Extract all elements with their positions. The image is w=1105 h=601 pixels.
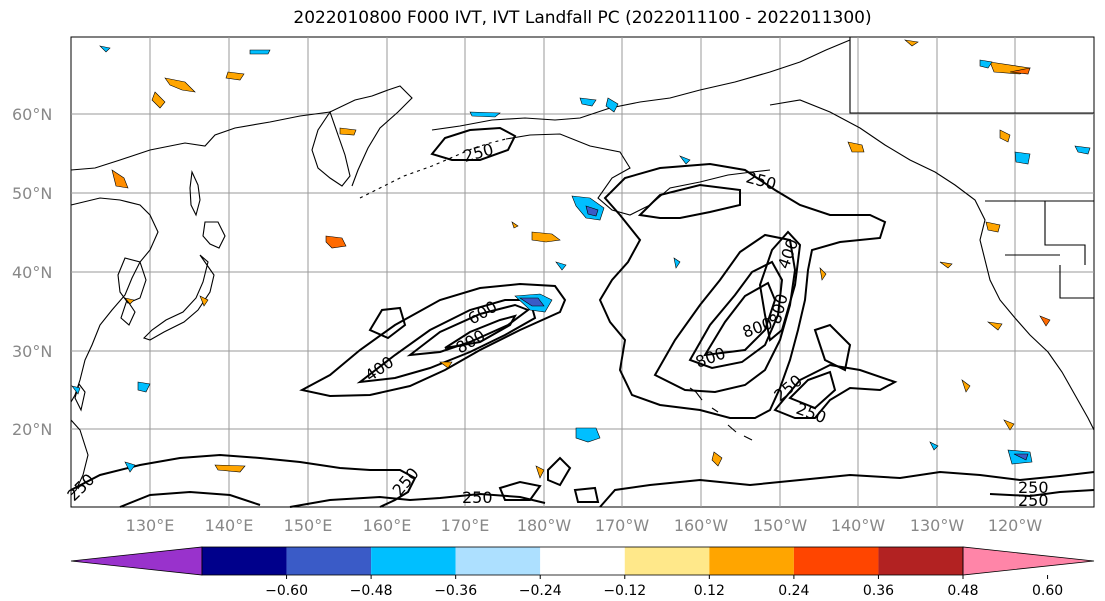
- lon-label: 160°W: [674, 516, 729, 535]
- colorbar-tick-label: 0.24: [778, 583, 809, 599]
- colorbar: −0.60 −0.48 −0.36 −0.24 −0.12 0.12 0.24 0.36 0.4…: [70, 546, 1095, 599]
- colorbar-segment: [793, 547, 879, 575]
- lon-label: 130°E: [126, 516, 175, 535]
- colorbar-segment: [455, 547, 541, 575]
- coastlines: [70, 37, 1095, 496]
- colorbar-tick-label: 0.12: [694, 583, 725, 599]
- colorbar-segment: [878, 547, 963, 575]
- colorbar-extend-max: [962, 546, 1095, 576]
- lon-label: 140°E: [205, 516, 254, 535]
- colorbar-tick-label: 0.48: [947, 583, 978, 599]
- map-title: 2022010800 F000 IVT, IVT Landfall PC (20…: [293, 8, 872, 28]
- lat-label-40: 40°N: [12, 263, 52, 282]
- colorbar-tick-label: −0.60: [265, 583, 308, 599]
- colorbar-segment: [371, 547, 456, 575]
- lat-label-30: 30°N: [12, 342, 52, 361]
- colorbar-segment: [202, 547, 287, 575]
- colorbar-tick-label: −0.12: [603, 583, 646, 599]
- lon-label: 180°W: [517, 516, 572, 535]
- lat-label-20: 20°N: [12, 420, 52, 439]
- contour-label: 250: [1018, 478, 1049, 497]
- lat-label-50: 50°N: [12, 184, 52, 203]
- colorbar-segment: [624, 547, 710, 575]
- lon-label: 160°E: [363, 516, 412, 535]
- latitude-labels: 60°N 50°N 40°N 30°N 20°N: [12, 105, 52, 439]
- longitude-labels: 130°E 140°E 150°E 160°E 170°E 180°W 170°…: [126, 516, 1043, 535]
- lon-label: 120°W: [988, 516, 1043, 535]
- contour-label: 250: [1018, 491, 1049, 510]
- gridlines: [71, 37, 1094, 507]
- lon-label: 130°W: [910, 516, 965, 535]
- colorbar-extend-min: [70, 546, 203, 576]
- colorbar-segment: [709, 547, 794, 575]
- colorbar-tick-label: 0.60: [1032, 583, 1063, 599]
- colorbar-tick-label: −0.48: [350, 583, 393, 599]
- lon-label: 140°W: [831, 516, 886, 535]
- lat-label-60: 60°N: [12, 105, 52, 124]
- ivt-contours: [70, 126, 1095, 508]
- colorbar-tick-label: −0.24: [519, 583, 562, 599]
- contour-label: 250: [462, 488, 493, 507]
- colorbar-tick-label: −0.36: [434, 583, 477, 599]
- lon-label: 150°E: [284, 516, 333, 535]
- lon-label: 170°W: [595, 516, 650, 535]
- lon-label: 170°E: [441, 516, 490, 535]
- colorbar-segment: [286, 547, 372, 575]
- colorbar-outline: [201, 546, 964, 576]
- lon-label: 150°W: [753, 516, 808, 535]
- colorbar-segment: [540, 547, 625, 575]
- pc-anomaly-fills: [71, 39, 1091, 479]
- colorbar-tick-label: 0.36: [863, 583, 894, 599]
